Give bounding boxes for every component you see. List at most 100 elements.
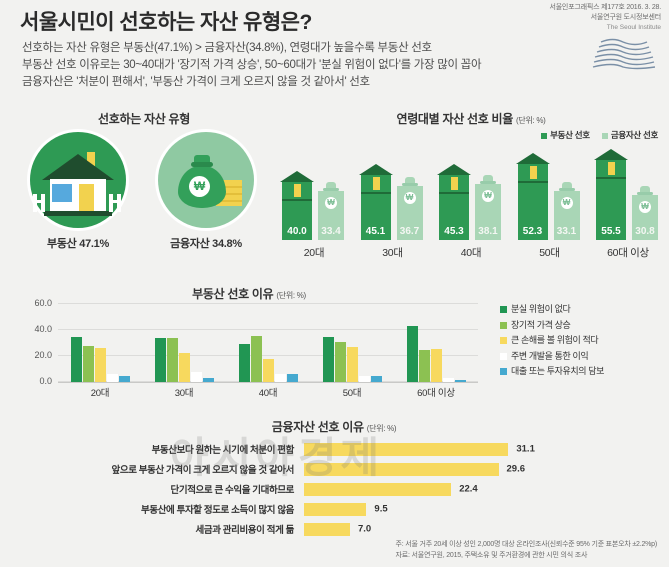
reason-bar	[154, 338, 166, 382]
financial-reason-value: 31.1	[516, 443, 535, 455]
legend-item: 큰 손해를 볼 위험이 적다	[500, 333, 668, 349]
reason-bar	[322, 336, 334, 382]
real-estate-value: 45.3	[444, 226, 464, 237]
financial-reason-row: 세금과 관리비용이 적게 듦 7.0	[14, 520, 654, 538]
summary-line-1: 선호하는 자산 유형은 부동산(47.1%) > 금융자산(34.8%), 연령…	[22, 42, 432, 54]
financial-value: 30.8	[635, 226, 655, 237]
reason-bar	[454, 380, 466, 382]
real-estate-reasons-panel: 부동산 선호 이유 (단위: %) 0.0 20.0 40.0 60.0 20대 30대…	[14, 285, 654, 410]
age-preference-title: 연령대별 자산 선호 비율 (단위: %)	[278, 110, 664, 127]
real-estate-value: 52.3	[522, 226, 543, 237]
publication-info: 서울인포그래픽스 제177호 2016. 3. 28. 서울연구원 도시정보센터…	[549, 3, 661, 33]
financial-reason-row: 앞으로 부동산 가격이 크게 오르지 않을 것 같아서 29.6	[14, 460, 654, 478]
reason-bar	[178, 352, 190, 382]
financial-reason-bar	[304, 502, 367, 516]
financial-reason-row: 부동산보다 원하는 시기에 처분이 편함 31.1	[14, 440, 654, 458]
reason-bar-group	[235, 304, 301, 382]
legend-item: 대출 또는 투자유치의 담보	[500, 364, 668, 380]
financial-reasons-title: 금융자산 선호 이유 (단위: %)	[14, 418, 654, 435]
age-group: 45.1 ₩36.7 30대	[357, 142, 429, 260]
reason-bar	[286, 373, 298, 382]
header: 서울시민이 선호하는 자산 유형은? 선호하는 자산 유형은 부동산(47.1%…	[0, 0, 669, 106]
summary-line-2: 부동산 선호 이유로는 30~40대가 '장기적 가격 상승', 50~60대가…	[22, 59, 482, 71]
reason-bar	[190, 372, 202, 382]
footnote-line-1: 주: 서울 거주 20세 이상 성인 2,000명 대상 온라인조사(신뢰수준 …	[395, 541, 658, 548]
fin-title-unit: (단위: %)	[366, 424, 397, 433]
legend-label: 큰 손해를 볼 위험이 적다	[511, 335, 599, 345]
reason-bar	[166, 338, 178, 382]
legend-label: 주변 개발을 통한 이익	[511, 350, 589, 361]
age-groups: 40.0 ₩33.4 20대 45.1 ₩36.7 30대 45.3 ₩38.1 40대 52.3…	[278, 140, 664, 260]
financial-value: 33.1	[556, 226, 577, 237]
age-group-label: 20대	[303, 247, 325, 259]
reason-bar	[274, 373, 286, 382]
re-title-text: 부동산 선호 이유	[192, 287, 274, 301]
age-legend-item-0: 부동산 선호	[541, 130, 590, 140]
reason-bar	[250, 335, 262, 382]
financial-reason-label: 앞으로 부동산 가격이 크게 오르지 않을 것 같아서	[111, 465, 295, 476]
reason-bar	[202, 378, 214, 382]
reason-bar-group	[151, 304, 217, 382]
financial-reason-bar	[304, 442, 509, 456]
reason-bar	[406, 326, 418, 382]
age-legend: 부동산 선호 금융자산 선호	[531, 129, 658, 141]
financial-reason-label: 부동산보다 원하는 시기에 처분이 편함	[151, 445, 295, 456]
financial-reason-label: 세금과 관리비용이 적게 듦	[195, 525, 295, 536]
legend-item: 주변 개발을 통한 이익	[500, 349, 668, 365]
real-estate-value: 40.0	[287, 226, 307, 237]
financial-reason-value: 9.5	[374, 503, 388, 515]
footnote: 주: 서울 거주 20세 이상 성인 2,000명 대상 온라인조사(신뢰수준 …	[395, 539, 658, 561]
legend-item: 장기적 가격 상승	[500, 318, 668, 334]
financial-asset-label: 금융자산 34.8%	[170, 238, 242, 250]
reason-bar	[106, 374, 118, 382]
fin-title-text: 금융자산 선호 이유	[271, 420, 364, 434]
x-axis-label: 40대	[258, 388, 278, 399]
y-axis-tick: 40.0	[34, 324, 52, 334]
reason-bar	[262, 358, 274, 382]
age-title-text: 연령대별 자산 선호 비율	[396, 112, 513, 126]
y-axis-tick: 60.0	[34, 298, 52, 308]
financial-reason-row: 부동산에 투자할 정도로 소득이 많지 않음 9.5	[14, 500, 654, 518]
age-legend-label-0: 부동산 선호	[550, 130, 590, 140]
financial-reason-bar	[304, 462, 499, 476]
preferred-asset-panel: 선호하는 자산 유형 부동산 47.1% ₩ 금융자산	[14, 110, 274, 265]
financial-bag-bar: ₩38.1	[473, 175, 503, 240]
x-axis-label: 50대	[342, 388, 362, 399]
age-group: 40.0 ₩33.4 20대	[278, 142, 350, 260]
seoul-institute-logo-icon	[592, 38, 655, 70]
house-icon	[30, 132, 126, 228]
reason-bar	[418, 349, 430, 382]
financial-reason-value: 29.6	[506, 463, 526, 475]
reason-bar	[346, 346, 358, 382]
y-axis-tick: 0.0	[39, 376, 52, 386]
publisher-name: 서울연구원 도시정보센터	[590, 14, 662, 21]
y-axis-tick: 20.0	[34, 350, 52, 360]
reason-bar	[94, 348, 106, 382]
financial-bag-bar: ₩36.7	[395, 177, 425, 240]
financial-value: 33.4	[321, 226, 341, 237]
real-estate-plot: 0.0 20.0 40.0 60.0	[34, 298, 478, 386]
age-group-label: 40대	[460, 247, 482, 259]
reason-bar	[430, 348, 442, 382]
summary-line-3: 금융자산은 '처분이 편해서', '부동산 가격이 크게 오르지 않을 것 같아…	[22, 76, 370, 88]
publication-issue: 서울인포그래픽스 제177호 2016. 3. 28.	[549, 4, 661, 11]
real-estate-value: 45.1	[365, 226, 386, 237]
age-group-label: 60대 이상	[607, 247, 649, 259]
financial-reason-rows: 부동산보다 원하는 시기에 처분이 편함 31.1 앞으로 부동산 가격이 크게 오…	[14, 440, 654, 540]
age-legend-label-1: 금융자산 선호	[610, 130, 658, 140]
reason-bar	[70, 337, 82, 382]
reason-bar-group	[67, 304, 133, 382]
real-estate-house-bar: 55.5	[594, 148, 628, 240]
real-estate-house-bar: 45.1	[358, 163, 393, 240]
summary-text: 선호하는 자산 유형은 부동산(47.1%) > 금융자산(34.8%), 연령…	[22, 40, 542, 91]
financial-bag-bar: ₩33.4	[316, 182, 346, 240]
real-estate-house-bar: 45.3	[437, 163, 471, 240]
financial-asset-item: ₩ 금융자산 34.8%	[146, 132, 266, 251]
legend-label: 장기적 가격 상승	[511, 319, 571, 330]
financial-reason-value: 7.0	[358, 523, 372, 535]
money-bag-icon: ₩	[158, 132, 254, 228]
age-group: 45.3 ₩38.1 40대	[435, 142, 507, 260]
real-estate-x-axis: 20대 30대 40대 50대 60대 이상	[58, 385, 478, 399]
real-estate-bar-groups	[58, 304, 478, 382]
x-axis-label: 20대	[90, 388, 110, 399]
